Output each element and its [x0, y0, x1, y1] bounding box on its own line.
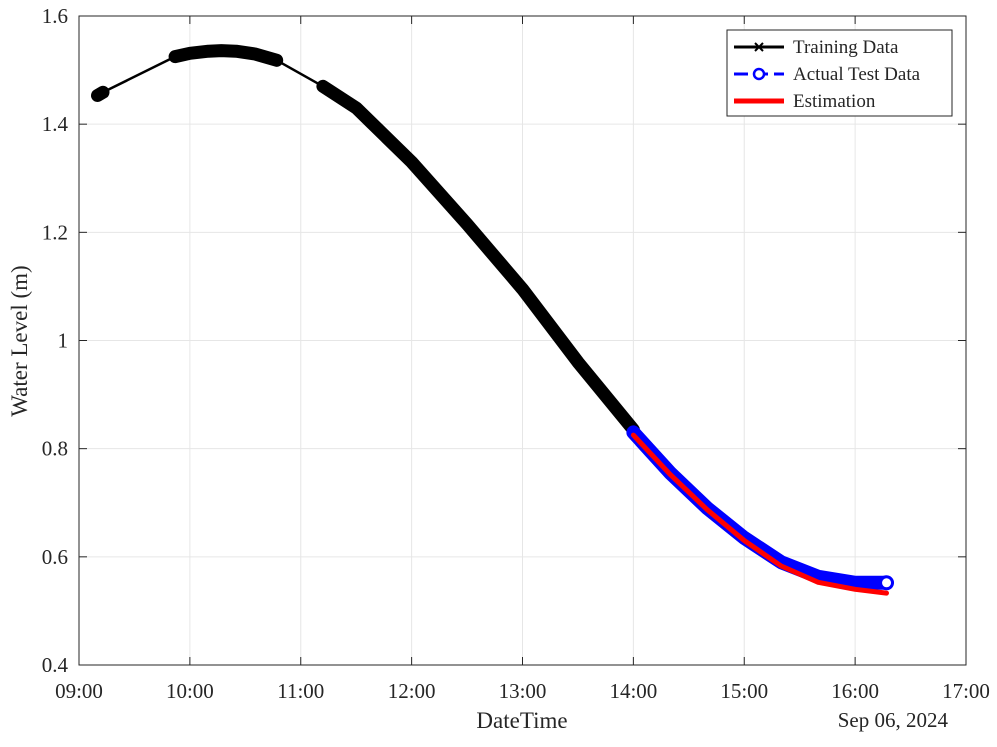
training-data-line	[91, 85, 110, 102]
legend: Training Data Actual Test Data Estimatio…	[726, 29, 953, 117]
ticks: 09:00 10:00 11:00 12:00 13:00 14:00 15:00 16:00…	[42, 4, 990, 703]
x-tick-label: 12:00	[388, 679, 436, 703]
training-data-line	[316, 79, 640, 437]
legend-label-estimation: Estimation	[793, 91, 876, 112]
estimation-line	[630, 432, 889, 596]
x-tick-label: 16:00	[831, 679, 879, 703]
x-tick-label: 17:00	[942, 679, 990, 703]
y-tick-label: 1.6	[42, 4, 68, 28]
y-tick-label: 0.4	[42, 653, 69, 677]
x-tick-label: 15:00	[720, 679, 768, 703]
x-axis-label: DateTime	[476, 708, 567, 733]
y-tick-label: 1.2	[42, 220, 68, 244]
training-connector-line	[275, 59, 325, 88]
x-tick-label: 11:00	[277, 679, 324, 703]
x-tick-label: 13:00	[499, 679, 547, 703]
training-data-line	[168, 44, 284, 67]
x-tick-label: 09:00	[55, 679, 103, 703]
x-tick-label: 14:00	[609, 679, 657, 703]
training-connector-line	[101, 55, 177, 94]
legend-o-marker	[752, 67, 766, 81]
legend-x-marker	[754, 42, 764, 52]
legend-label-training: Training Data	[793, 37, 899, 58]
x-tick-label: 10:00	[166, 679, 214, 703]
y-tick-label: 1	[58, 329, 69, 353]
plot-area	[91, 44, 895, 596]
actual-test-end-marker	[879, 575, 895, 591]
y-tick-label: 0.8	[42, 437, 68, 461]
legend-label-actual: Actual Test Data	[793, 64, 921, 85]
date-label: Sep 06, 2024	[838, 708, 949, 732]
y-tick-label: 0.6	[42, 545, 68, 569]
y-axis-label: Water Level (m)	[7, 265, 32, 416]
y-tick-label: 1.4	[42, 112, 69, 136]
